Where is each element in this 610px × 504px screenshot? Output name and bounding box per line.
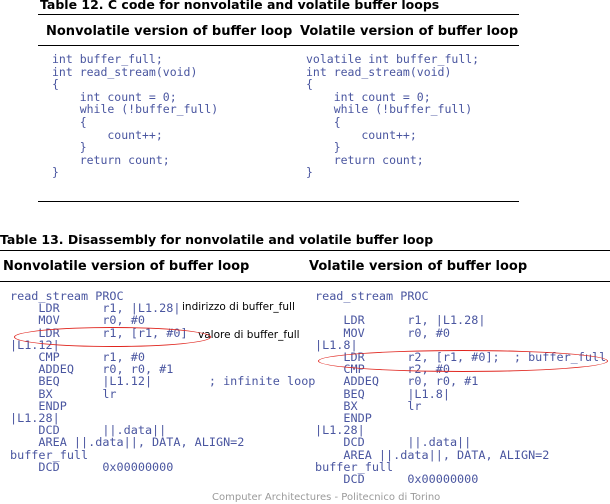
table13-caption: Table 13. Disassembly for nonvolatile an…	[0, 232, 434, 247]
table12-caption: Table 12. C code for nonvolatile and vol…	[40, 0, 440, 12]
table13-top-rule	[0, 250, 610, 251]
table12-top-rule	[38, 14, 519, 15]
table13-asm-volatile: read_stream PROC LDR r1, |L1.28| MOV r0,…	[315, 289, 607, 487]
footer-text: Computer Architectures - Politecnico di …	[212, 492, 441, 503]
table12-header-nonvolatile: Nonvolatile version of buffer loop	[46, 24, 293, 39]
highlight-ellipse-volatile	[318, 350, 608, 372]
table12-header-rule	[38, 45, 519, 46]
table12-bottom-rule	[38, 201, 519, 202]
table12-code-nonvolatile: int buffer_full; int read_stream(void) {…	[52, 52, 219, 180]
table13-header-rule	[0, 281, 610, 282]
table13-header-nonvolatile: Nonvolatile version of buffer loop	[3, 259, 250, 274]
highlight-ellipse-nonvolatile	[14, 327, 211, 347]
value-annotation: valore di buffer_full	[198, 329, 300, 341]
table13-asm-nonvolatile: read_stream PROC LDR r1, |L1.28| MOV r0,…	[10, 289, 316, 474]
table12-header-volatile: Volatile version of buffer loop	[300, 24, 519, 39]
address-annotation: indirizzo di buffer_full	[182, 301, 295, 313]
table13-header-volatile: Volatile version of buffer loop	[309, 259, 528, 274]
table12-code-volatile: volatile int buffer_full; int read_strea…	[306, 52, 480, 180]
